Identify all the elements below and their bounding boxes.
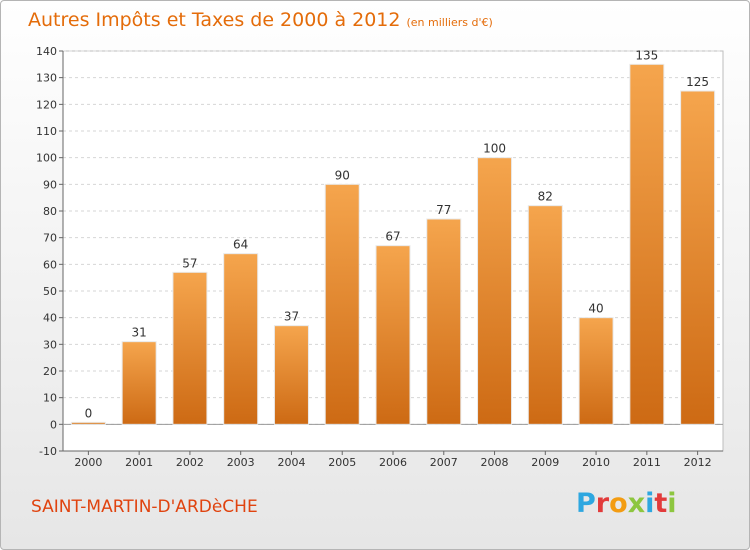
title-unit: (en milliers d'€) [406, 16, 493, 29]
bar-value-label: 90 [335, 168, 350, 182]
y-tick-label: 120 [36, 98, 57, 111]
y-tick-label: 0 [50, 418, 57, 431]
bar [578, 317, 614, 425]
bar [680, 90, 716, 425]
y-tick-label: 70 [43, 232, 57, 245]
bar-value-label: 37 [284, 310, 299, 324]
bar [273, 325, 309, 425]
logo-letter: o [609, 488, 628, 519]
x-tick-label: 2011 [633, 456, 661, 469]
bar-value-label: 135 [635, 48, 658, 62]
x-tick-label: 2008 [481, 456, 509, 469]
y-tick-label: 80 [43, 205, 57, 218]
bar-value-label: 0 [85, 406, 93, 420]
bar-value-label: 67 [385, 230, 400, 244]
x-tick-label: 2001 [125, 456, 153, 469]
chart-title: Autres Impôts et Taxes de 2000 à 2012 (en… [28, 9, 493, 31]
y-tick-label: 100 [36, 152, 57, 165]
x-tick-label: 2006 [379, 456, 407, 469]
bar [121, 341, 157, 425]
bar [629, 63, 665, 425]
title-text: Autres Impôts et Taxes de 2000 à 2012 [28, 9, 401, 31]
y-tick-label: 110 [36, 125, 57, 138]
y-tick-label: 50 [43, 285, 57, 298]
x-tick-label: 2012 [684, 456, 712, 469]
bar [426, 218, 462, 425]
y-tick-label: 60 [43, 258, 57, 271]
bar [172, 271, 208, 425]
bar-value-label: 100 [483, 142, 506, 156]
x-tick-label: 2002 [176, 456, 204, 469]
bar [527, 205, 563, 425]
y-tick-label: 140 [36, 45, 57, 58]
bar-value-label: 40 [588, 302, 603, 316]
bar-value-label: 77 [436, 203, 451, 217]
proxiti-logo: Proxiti [576, 488, 677, 519]
bar [223, 253, 259, 425]
commune-name: SAINT-MARTIN-D'ARDèCHE [31, 497, 258, 517]
bar-value-label: 31 [132, 326, 147, 340]
x-tick-label: 2000 [74, 456, 102, 469]
bar-value-label: 82 [538, 190, 553, 204]
logo-letter: t [654, 488, 668, 519]
x-tick-label: 2003 [227, 456, 255, 469]
logo-letter: r [595, 488, 610, 519]
y-tick-label: 40 [43, 312, 57, 325]
y-tick-label: 10 [43, 392, 57, 405]
logo-letter: i [645, 488, 655, 519]
bar [375, 245, 411, 425]
bar [477, 157, 513, 425]
y-tick-label: 90 [43, 178, 57, 191]
x-tick-label: 2004 [277, 456, 305, 469]
y-tick-label: 20 [43, 365, 57, 378]
bar-value-label: 125 [686, 75, 709, 89]
logo-letter: i [667, 488, 677, 519]
x-tick-label: 2010 [582, 456, 610, 469]
y-tick-label: -10 [39, 445, 57, 458]
bar [70, 421, 106, 425]
logo-letter: P [576, 488, 596, 519]
y-tick-label: 30 [43, 338, 57, 351]
logo-letter: x [627, 488, 646, 519]
y-tick-label: 130 [36, 72, 57, 85]
bar-value-label: 64 [233, 238, 248, 252]
x-tick-label: 2009 [531, 456, 559, 469]
bar-value-label: 57 [182, 256, 197, 270]
bar [324, 183, 360, 425]
x-tick-label: 2007 [430, 456, 458, 469]
x-tick-label: 2005 [328, 456, 356, 469]
